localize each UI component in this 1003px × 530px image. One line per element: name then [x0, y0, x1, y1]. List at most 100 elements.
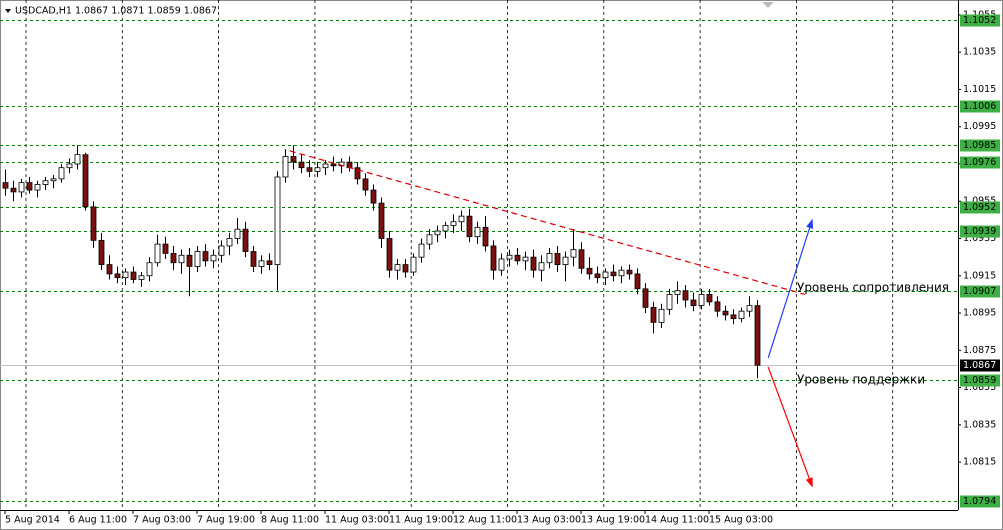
candle-body: [186, 254, 193, 267]
candle-body: [274, 176, 281, 265]
y-tick-label: 1.0955: [963, 196, 996, 207]
candle-body: [530, 256, 537, 271]
current-price-label: 1.0867: [963, 360, 996, 371]
candle-body: [730, 314, 737, 320]
candle-body: [178, 254, 185, 264]
candle-body: [514, 254, 521, 262]
candle-body: [746, 305, 753, 312]
candle-body: [194, 251, 201, 267]
candle-body: [410, 256, 417, 273]
x-tick-label: 11 Aug 03:00: [325, 515, 389, 526]
x-tick-label: 7 Aug 19:00: [197, 515, 255, 526]
candle-body: [154, 243, 161, 264]
candle-body: [562, 256, 569, 265]
level-label-bg: [960, 374, 1000, 387]
candle-body: [570, 249, 577, 258]
candle-body: [354, 167, 361, 180]
candle-body: [162, 243, 169, 254]
candle-body: [378, 202, 385, 239]
candle-body: [474, 226, 481, 238]
candle-body: [18, 182, 25, 193]
candle-body: [754, 305, 761, 366]
candle-body: [226, 238, 233, 247]
candle-body: [146, 262, 153, 277]
candle-body: [538, 262, 545, 271]
candle-body: [370, 189, 377, 204]
level-label: 1.0794: [963, 496, 996, 507]
candle-body: [506, 254, 513, 260]
level-label-bg: [960, 201, 1000, 214]
candle-body: [674, 290, 681, 295]
level-label-bg: [960, 495, 1000, 508]
candle-body: [698, 294, 705, 306]
candle-body: [394, 264, 401, 271]
candle-body: [122, 271, 129, 279]
x-tick-label: 15 Aug 03:00: [709, 515, 773, 526]
candle-body: [706, 294, 713, 303]
candle-body: [418, 243, 425, 258]
level-label: 1.0985: [963, 140, 996, 151]
candle-body: [490, 245, 497, 271]
x-tick-label: 14 Aug 11:00: [645, 515, 709, 526]
y-tick-label: 1.1035: [963, 47, 996, 58]
candle-body: [586, 267, 593, 275]
level-label: 1.0859: [963, 375, 996, 386]
candle-body: [626, 269, 633, 275]
level-label: 1.0939: [963, 226, 996, 237]
y-tick-label: 1.0935: [963, 233, 996, 244]
candle-body: [522, 256, 529, 262]
candle-body: [426, 234, 433, 245]
candle-body: [58, 167, 65, 180]
level-label: 1.0907: [963, 286, 996, 297]
candle-body: [602, 271, 609, 279]
candle-body: [250, 251, 257, 267]
candle-body: [362, 178, 369, 191]
x-tick-label: 5 Aug 2014: [5, 515, 60, 526]
y-tick-label: 1.1015: [963, 84, 996, 95]
chart-title: USDCAD,H1 1.0867 1.0871 1.0859 1.0867: [15, 6, 217, 17]
candle-body: [434, 230, 441, 236]
candle-body: [10, 187, 17, 193]
level-label-bg: [960, 139, 1000, 152]
candle-body: [202, 251, 209, 262]
candle-body: [458, 215, 465, 223]
candle-body: [50, 178, 57, 182]
y-tick-label: 1.0855: [963, 382, 996, 393]
candle-body: [66, 163, 73, 169]
candle-body: [90, 206, 97, 241]
candle-body: [170, 253, 177, 264]
y-tick-label: 1.0835: [963, 419, 996, 430]
candle-body: [618, 269, 625, 277]
candle-body: [26, 182, 33, 191]
x-tick-label: 8 Aug 11:00: [261, 515, 319, 526]
candle-body: [714, 301, 721, 312]
y-tick-label: 1.0815: [963, 457, 996, 468]
x-tick-label: 12 Aug 11:00: [453, 515, 517, 526]
x-tick-label: 6 Aug 11:00: [69, 515, 127, 526]
shift-marker: [762, 2, 774, 8]
level-label-bg: [960, 14, 1000, 27]
candle-body: [690, 299, 697, 306]
candle-body: [482, 226, 489, 247]
annotation: Уровень сопротивления: [797, 281, 949, 295]
menu-arrow: [5, 9, 11, 13]
candle-body: [682, 290, 689, 301]
level-label: 1.0952: [963, 202, 996, 213]
candle-body: [258, 260, 265, 267]
y-tick-label: 1.0895: [963, 308, 996, 319]
candle-body: [330, 163, 337, 167]
candle-body: [74, 154, 81, 165]
x-tick-label: 7 Aug 03:00: [133, 515, 191, 526]
candle-body: [234, 228, 241, 239]
y-tick-label: 1.0875: [963, 345, 996, 356]
level-label-bg: [960, 285, 1000, 298]
candle-body: [666, 294, 673, 310]
candle-body: [2, 182, 9, 189]
candle-body: [82, 154, 89, 208]
current-price-bg: [960, 359, 1000, 372]
candle-body: [594, 273, 601, 279]
candle-body: [322, 163, 329, 169]
candle-body: [298, 161, 305, 169]
level-label: 1.1052: [963, 15, 996, 26]
